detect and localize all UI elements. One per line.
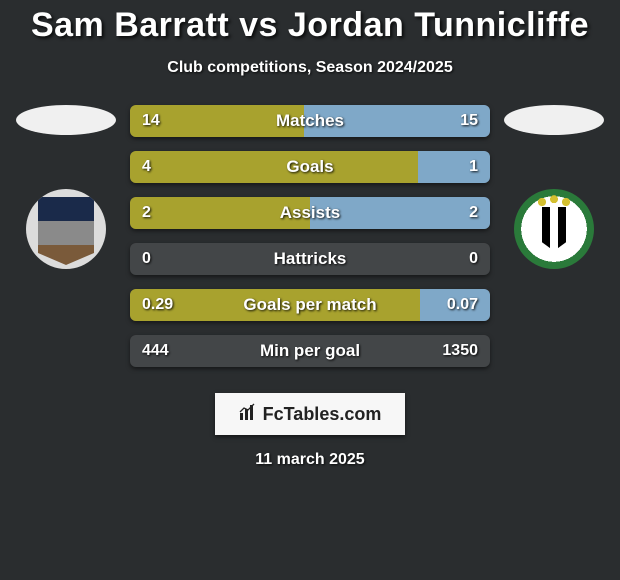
stat-row: 1415Matches <box>130 105 490 137</box>
stat-row: 41Goals <box>130 151 490 183</box>
left-player-column <box>6 105 126 381</box>
page-title: Sam Barratt vs Jordan Tunnicliffe <box>0 0 620 45</box>
club-crest-left <box>26 189 106 269</box>
date-label: 11 march 2025 <box>0 451 620 469</box>
stat-label: Assists <box>130 197 490 229</box>
stat-label: Hattricks <box>130 243 490 275</box>
stat-label: Min per goal <box>130 335 490 367</box>
player-photo-right <box>504 105 604 135</box>
stat-label: Goals per match <box>130 289 490 321</box>
right-player-column <box>494 105 614 381</box>
stat-label: Matches <box>130 105 490 137</box>
stat-label: Goals <box>130 151 490 183</box>
subtitle: Club competitions, Season 2024/2025 <box>0 59 620 77</box>
chart-icon <box>239 403 257 426</box>
stat-row: 4441350Min per goal <box>130 335 490 367</box>
stats-bars: 1415Matches 41Goals 22Assists 00Hattricks 0.… <box>126 105 494 381</box>
stat-row: 0.290.07Goals per match <box>130 289 490 321</box>
source-label: FcTables.com <box>263 404 382 425</box>
stat-row: 22Assists <box>130 197 490 229</box>
comparison-panel: 1415Matches 41Goals 22Assists 00Hattricks 0.… <box>0 105 620 381</box>
source-badge: FcTables.com <box>215 393 405 435</box>
player-photo-left <box>16 105 116 135</box>
stat-row: 00Hattricks <box>130 243 490 275</box>
club-crest-right <box>514 189 594 269</box>
